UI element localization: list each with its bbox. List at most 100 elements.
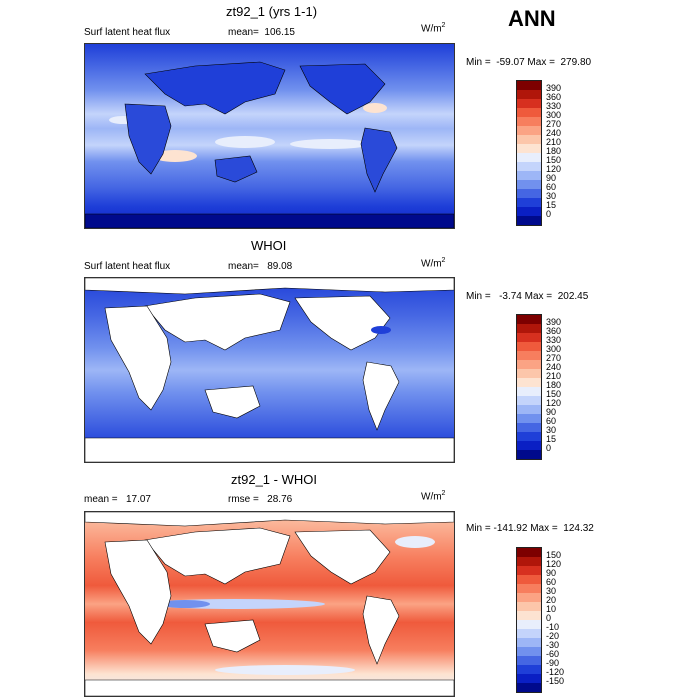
colorbar-swatch xyxy=(517,548,541,557)
colorbar-tick-label: 15 xyxy=(546,434,557,444)
panel2-colorbar-labels: 390 360 330 300 270 240 210 180 150 120 90 60 30 15 0 xyxy=(546,314,586,458)
colorbar-swatch xyxy=(517,369,541,378)
africa-land xyxy=(104,305,172,411)
colorbar-swatch xyxy=(517,117,541,126)
panel2-minmax: Min = -3.74 Max = 202.45 xyxy=(466,291,589,302)
panel2-variable-label: Surf latent heat flux xyxy=(84,261,171,272)
colorbar-tick-label: 0 xyxy=(546,443,552,453)
colorbar-tick-label: 330 xyxy=(546,335,562,345)
colorbar-swatch xyxy=(517,656,541,665)
colorbar-tick-label: 60 xyxy=(546,577,557,587)
colorbar-swatch xyxy=(517,414,541,423)
south-america-land xyxy=(360,127,398,193)
panel2-colorbar xyxy=(516,314,542,460)
gulf-stream-hotspot xyxy=(363,103,387,113)
panel3-units: W/m2 xyxy=(421,490,446,503)
colorbar-swatch xyxy=(517,360,541,369)
colorbar-tick-label: 120 xyxy=(546,559,562,569)
panel2-title: WHOI xyxy=(251,238,287,253)
colorbar-tick-label: 15 xyxy=(546,200,557,210)
colorbar-tick-label: 150 xyxy=(546,155,562,165)
colorbar-swatch xyxy=(517,378,541,387)
south-america-land xyxy=(362,361,400,431)
australia-land xyxy=(204,619,261,653)
colorbar-swatch xyxy=(517,144,541,153)
colorbar-tick-label: 120 xyxy=(546,164,562,174)
colorbar-tick-label: -120 xyxy=(546,667,565,677)
south-america-land xyxy=(362,595,400,665)
colorbar-swatch xyxy=(517,189,541,198)
colorbar-tick-label: 300 xyxy=(546,110,562,120)
colorbar-tick-label: 360 xyxy=(546,92,562,102)
panel3-mean: mean = 17.07 xyxy=(84,494,151,505)
colorbar-swatch xyxy=(517,126,541,135)
australia-land xyxy=(214,155,258,183)
colorbar-tick-label: 0 xyxy=(546,613,552,623)
colorbar-tick-label: -90 xyxy=(546,658,560,668)
panel1-map xyxy=(84,43,455,229)
panel3-map-svg xyxy=(85,512,454,696)
colorbar-swatch xyxy=(517,432,541,441)
colorbar-swatch xyxy=(517,324,541,333)
panel1-colorbar xyxy=(516,80,542,226)
colorbar-swatch xyxy=(517,81,541,90)
colorbar-tick-label: 390 xyxy=(546,83,562,93)
colorbar-swatch xyxy=(517,207,541,216)
colorbar-swatch xyxy=(517,99,541,108)
colorbar-tick-label: -30 xyxy=(546,640,560,650)
panel3-map xyxy=(84,511,455,697)
colorbar-swatch xyxy=(517,450,541,459)
panel2-map xyxy=(84,277,455,463)
colorbar-swatch xyxy=(517,135,541,144)
colorbar-tick-label: 90 xyxy=(546,568,557,578)
panel1-mean: mean= 106.15 xyxy=(228,27,295,38)
colorbar-tick-label: 30 xyxy=(546,191,557,201)
colorbar-tick-label: -150 xyxy=(546,676,565,686)
colorbar-swatch xyxy=(517,593,541,602)
colorbar-swatch xyxy=(517,342,541,351)
colorbar-swatch xyxy=(517,441,541,450)
colorbar-tick-label: 210 xyxy=(546,371,562,381)
antarctica-land xyxy=(85,213,454,228)
colorbar-swatch xyxy=(517,575,541,584)
panel3-colorbar-labels: 150 120 90 60 30 20 10 0 -10 -20 -30 -60 -90 -120 -150 xyxy=(546,547,586,691)
colorbar-swatch xyxy=(517,602,541,611)
antarctica-land xyxy=(85,437,454,462)
colorbar-swatch xyxy=(517,108,541,117)
colorbar-tick-label: 90 xyxy=(546,407,557,417)
panel3-minmax: Min = -141.92 Max = 124.32 xyxy=(466,523,594,534)
colorbar-tick-label: 270 xyxy=(546,119,562,129)
colorbar-tick-label: 60 xyxy=(546,416,557,426)
colorbar-swatch xyxy=(517,171,541,180)
eurasia-land xyxy=(144,61,286,115)
colorbar-swatch xyxy=(517,216,541,225)
panel2-map-svg xyxy=(85,278,454,462)
colorbar-tick-label: 240 xyxy=(546,362,562,372)
colorbar-swatch xyxy=(517,90,541,99)
colorbar-tick-label: 0 xyxy=(546,209,552,219)
africa-land xyxy=(104,539,172,645)
colorbar-tick-label: 150 xyxy=(546,550,562,560)
panel3-rmse: rmse = 28.76 xyxy=(228,494,293,505)
panel1-variable-label: Surf latent heat flux xyxy=(84,27,171,38)
colorbar-tick-label: 300 xyxy=(546,344,562,354)
colorbar-swatch xyxy=(517,629,541,638)
panel1-title: zt92_1 (yrs 1-1) xyxy=(226,4,318,19)
colorbar-swatch xyxy=(517,638,541,647)
colorbar-swatch xyxy=(517,665,541,674)
colorbar-swatch xyxy=(517,198,541,207)
colorbar-tick-label: 90 xyxy=(546,173,557,183)
antarctica-land xyxy=(85,679,454,696)
colorbar-swatch xyxy=(517,180,541,189)
north-america-land xyxy=(299,63,386,115)
panel3-colorbar xyxy=(516,547,542,693)
colorbar-tick-label: 10 xyxy=(546,604,557,614)
colorbar-swatch xyxy=(517,557,541,566)
australia-land xyxy=(204,385,261,419)
colorbar-tick-label: 120 xyxy=(546,398,562,408)
panel1-units: W/m2 xyxy=(421,22,446,35)
colorbar-tick-label: 360 xyxy=(546,326,562,336)
colorbar-swatch xyxy=(517,315,541,324)
panel1-colorbar-labels: 390 360 330 300 270 240 210 180 150 120 90 60 30 15 0 xyxy=(546,80,586,224)
panel2-units: W/m2 xyxy=(421,257,446,270)
